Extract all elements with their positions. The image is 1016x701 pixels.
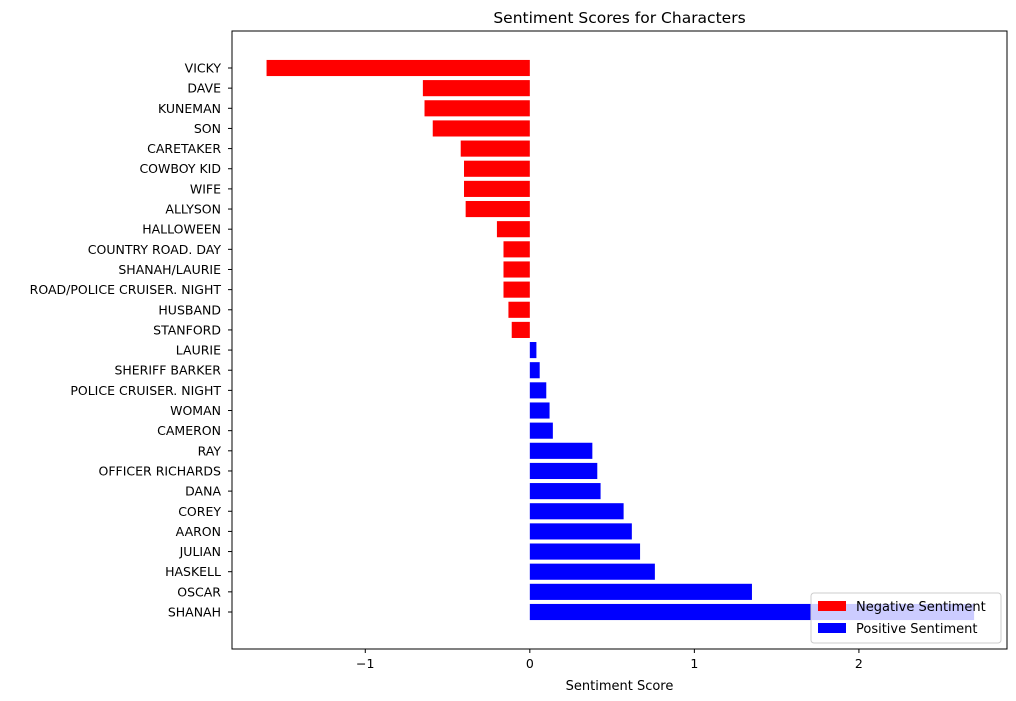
bar-police-cruiser-night	[529, 382, 547, 399]
bar-country-road-day	[503, 241, 530, 258]
bar-laurie	[529, 342, 537, 359]
bar-shanah-laurie	[503, 261, 530, 278]
y-tick-label: ALLYSON	[165, 202, 221, 217]
x-tick-label: −1	[356, 656, 374, 671]
y-tick-label: WOMAN	[170, 403, 221, 418]
legend-box	[810, 592, 1002, 644]
bar-caretaker	[460, 140, 530, 157]
y-tick-label: CAMERON	[157, 423, 221, 438]
bar-ray	[529, 442, 593, 459]
y-tick-label: JULIAN	[179, 544, 221, 559]
y-tick-label: STANFORD	[153, 322, 221, 337]
bar-woman	[529, 402, 550, 419]
bar-julian	[529, 543, 641, 560]
y-tick-label: COWBOY KID	[139, 161, 221, 176]
bar-road-police-cruiser-night	[503, 281, 530, 298]
y-tick-label: SHANAH	[168, 605, 221, 620]
legend-label-negative: Negative Sentiment	[856, 600, 986, 615]
bar-stanford	[511, 321, 530, 338]
bar-cameron	[529, 422, 553, 439]
y-tick-label: ROAD/POLICE CRUISER. NIGHT	[30, 282, 222, 297]
y-tick-label: HALLOWEEN	[142, 222, 221, 237]
bar-son	[432, 120, 530, 137]
x-axis-ticks: −1 0 1 2	[356, 649, 863, 671]
x-axis-title: Sentiment Score	[566, 679, 674, 694]
bar-wife	[464, 180, 530, 197]
bar-corey	[529, 503, 624, 520]
x-tick-label: 2	[855, 656, 863, 671]
plot-frame	[231, 30, 1008, 650]
y-tick-label: SON	[194, 121, 221, 136]
y-tick-label: KUNEMAN	[158, 101, 221, 116]
y-tick-label: WIFE	[190, 181, 221, 196]
bar-oscar	[529, 583, 752, 600]
legend-swatch-negative	[818, 601, 846, 611]
y-tick-label: LAURIE	[176, 343, 221, 358]
y-tick-label: COREY	[178, 504, 221, 519]
y-tick-label: RAY	[198, 443, 222, 458]
y-tick-label: HASKELL	[165, 564, 221, 579]
y-tick-label: CARETAKER	[147, 141, 221, 156]
y-tick-label: OSCAR	[177, 584, 221, 599]
y-tick-label: VICKY	[185, 61, 222, 76]
y-tick-label: COUNTRY ROAD. DAY	[88, 242, 222, 257]
y-tick-label: SHERIFF BARKER	[114, 363, 221, 378]
bar-dana	[529, 483, 601, 500]
x-tick-label: 1	[690, 656, 698, 671]
legend-label-positive: Positive Sentiment	[856, 622, 977, 637]
y-axis-ticks: VICKY DAVE KUNEMAN SON CARETAKER COWBOY KID WI…	[30, 61, 232, 620]
bar-sheriff-barker	[529, 362, 540, 379]
bar-kuneman	[424, 100, 530, 117]
y-tick-label: SHANAH/LAURIE	[118, 262, 221, 277]
bars-group	[266, 59, 975, 621]
y-tick-label: DANA	[185, 484, 221, 499]
y-tick-label: OFFICER RICHARDS	[99, 463, 222, 478]
bar-cowboy-kid	[464, 160, 530, 177]
y-tick-label: POLICE CRUISER. NIGHT	[70, 383, 221, 398]
bar-haskell	[529, 563, 655, 580]
legend: Negative Sentiment Positive Sentiment	[810, 592, 1002, 644]
legend-swatch-positive	[818, 623, 846, 633]
bar-dave	[422, 80, 530, 97]
y-tick-label: HUSBAND	[158, 302, 221, 317]
bar-aaron	[529, 523, 632, 540]
bar-allyson	[465, 200, 530, 218]
bar-officer-richards	[529, 462, 598, 480]
bar-vicky	[266, 59, 530, 77]
chart-title: Sentiment Scores for Characters	[493, 9, 745, 27]
x-tick-label: 0	[526, 656, 534, 671]
bar-halloween	[496, 221, 530, 238]
y-tick-label: AARON	[176, 524, 221, 539]
bar-husband	[508, 301, 530, 318]
y-tick-label: DAVE	[187, 81, 221, 96]
